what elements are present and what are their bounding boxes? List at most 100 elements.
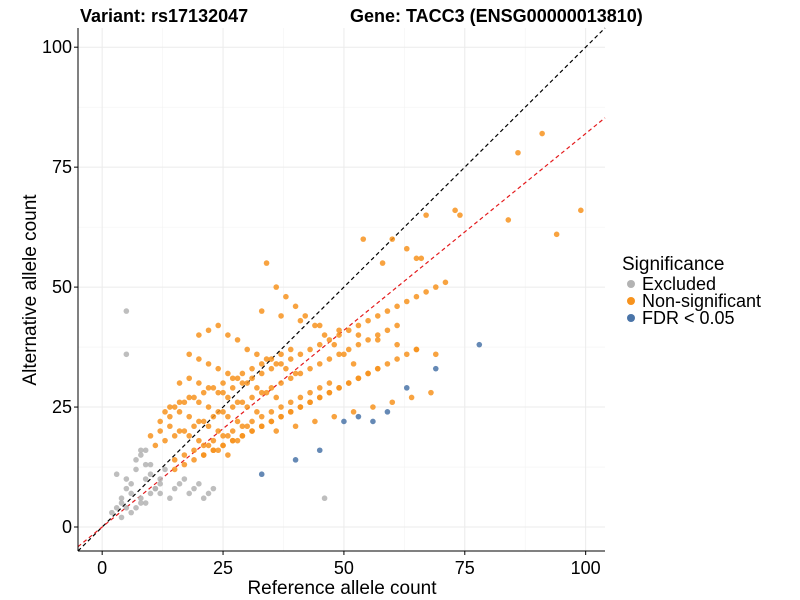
point-non-significant — [268, 385, 275, 391]
y-axis-title: Alternative allele count — [20, 194, 41, 386]
point-non-significant — [394, 356, 400, 362]
point-fdr-0-05 — [258, 471, 265, 478]
point-non-significant — [432, 284, 439, 290]
point-excluded — [133, 466, 139, 473]
point-non-significant — [215, 322, 222, 329]
point-excluded — [142, 461, 149, 468]
legend-label-fdr-0-05: FDR < 0.05 — [642, 308, 735, 328]
point-non-significant — [239, 380, 246, 386]
point-excluded — [167, 495, 173, 502]
y-tick-label: 50 — [52, 277, 72, 297]
point-non-significant — [167, 423, 173, 430]
point-non-significant — [442, 279, 449, 286]
point-non-significant — [234, 437, 241, 444]
point-non-significant — [278, 361, 284, 367]
point-non-significant — [147, 433, 154, 439]
point-excluded — [181, 476, 188, 482]
point-non-significant — [316, 385, 323, 391]
point-non-significant — [307, 389, 313, 396]
point-non-significant — [374, 332, 381, 338]
point-non-significant — [389, 399, 396, 406]
point-fdr-0-05 — [432, 365, 439, 372]
point-non-significant — [258, 423, 265, 430]
point-non-significant — [297, 317, 304, 324]
point-excluded — [152, 485, 159, 492]
point-non-significant — [205, 423, 212, 430]
point-non-significant — [162, 437, 168, 444]
point-non-significant — [287, 409, 294, 415]
point-non-significant — [234, 337, 241, 343]
point-excluded — [157, 490, 163, 497]
point-fdr-0-05 — [403, 385, 410, 391]
point-non-significant — [258, 389, 265, 396]
point-excluded — [142, 447, 149, 454]
point-non-significant — [200, 418, 207, 425]
point-non-significant — [374, 365, 381, 372]
point-non-significant — [249, 365, 255, 372]
point-excluded — [176, 481, 183, 487]
point-excluded — [123, 505, 130, 511]
point-non-significant — [171, 404, 178, 410]
point-excluded — [147, 461, 154, 468]
point-non-significant — [249, 394, 255, 401]
point-non-significant — [278, 413, 284, 420]
point-non-significant — [394, 341, 400, 348]
point-non-significant — [403, 351, 410, 358]
point-non-significant — [220, 433, 226, 439]
point-non-significant — [244, 380, 251, 386]
legend: Significance ExcludedNon-significantFDR … — [622, 254, 761, 328]
point-non-significant — [229, 375, 236, 382]
point-non-significant — [205, 327, 212, 334]
point-non-significant — [268, 365, 275, 372]
point-non-significant — [278, 380, 284, 386]
point-excluded — [133, 505, 139, 511]
point-excluded — [123, 485, 130, 492]
point-non-significant — [273, 361, 280, 367]
point-fdr-0-05 — [384, 409, 391, 415]
point-non-significant — [229, 428, 236, 434]
point-non-significant — [239, 423, 246, 430]
point-non-significant — [171, 457, 178, 463]
point-non-significant — [181, 461, 188, 468]
point-non-significant — [263, 260, 270, 266]
point-non-significant — [186, 375, 193, 382]
point-non-significant — [384, 308, 391, 314]
point-non-significant — [196, 418, 202, 425]
point-non-significant — [423, 289, 429, 295]
point-excluded — [123, 351, 130, 358]
point-non-significant — [326, 356, 333, 362]
point-non-significant — [215, 447, 222, 454]
point-non-significant — [210, 385, 217, 391]
point-excluded — [142, 500, 149, 506]
point-excluded — [162, 466, 168, 473]
point-non-significant — [370, 404, 376, 410]
point-non-significant — [234, 418, 241, 425]
point-non-significant — [287, 375, 294, 382]
point-non-significant — [374, 313, 381, 319]
point-non-significant — [452, 207, 458, 214]
point-fdr-0-05 — [355, 413, 362, 420]
point-non-significant — [162, 409, 168, 415]
point-non-significant — [287, 399, 294, 406]
point-non-significant — [394, 322, 400, 329]
reference-line-identity — [77, 27, 606, 552]
point-non-significant — [355, 375, 362, 382]
point-excluded — [186, 490, 193, 497]
axes: 0 25 50 75 100 0 25 50 75 100 — [42, 28, 605, 578]
point-non-significant — [316, 341, 323, 348]
point-non-significant — [186, 413, 193, 420]
point-non-significant — [360, 236, 367, 242]
point-non-significant — [515, 149, 521, 156]
point-non-significant — [384, 327, 391, 334]
point-non-significant — [316, 394, 323, 401]
point-non-significant — [283, 365, 289, 372]
point-non-significant — [196, 437, 202, 444]
point-non-significant — [326, 389, 333, 396]
point-non-significant — [176, 399, 183, 406]
point-non-significant — [239, 433, 246, 439]
point-non-significant — [403, 298, 410, 305]
point-non-significant — [205, 361, 212, 367]
point-non-significant — [336, 332, 342, 338]
point-non-significant — [225, 394, 231, 401]
point-excluded — [138, 495, 144, 502]
